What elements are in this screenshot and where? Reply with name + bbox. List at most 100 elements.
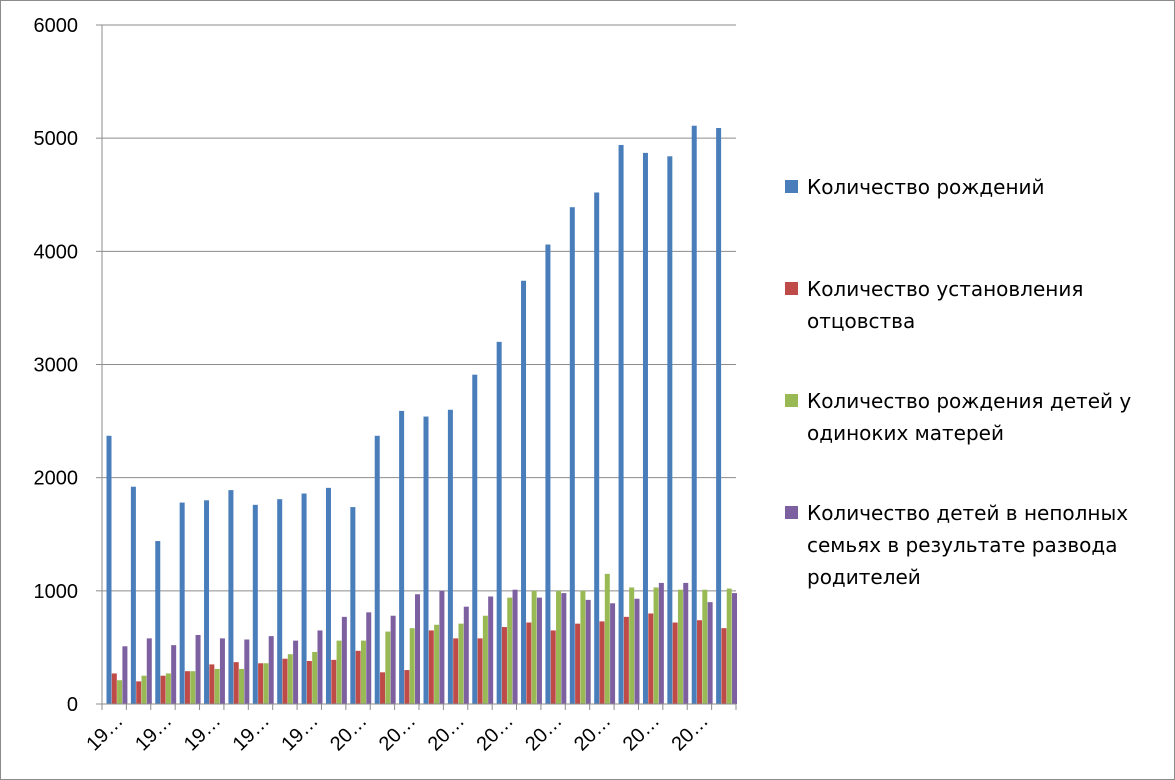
legend-swatch-4 <box>785 506 798 519</box>
bar-series-1-cat-19 <box>545 244 551 704</box>
bar-series-1-cat-25 <box>691 125 697 705</box>
y-tick-label-1000: 1000 <box>34 581 79 603</box>
bar-series-2-cat-26 <box>721 628 727 704</box>
bar-series-3-cat-9 <box>312 651 318 704</box>
bar-series-3-cat-4 <box>190 671 196 704</box>
bar-series-3-cat-18 <box>531 590 537 704</box>
bar-series-3-cat-6 <box>239 668 245 704</box>
bar-series-2-cat-4 <box>184 671 190 704</box>
bar-series-1-cat-5 <box>204 500 210 704</box>
legend-item-2: Количество установления отцовства <box>783 273 1173 337</box>
bar-series-3-cat-24 <box>677 589 683 704</box>
x-tick-label-11: 20… <box>326 710 371 755</box>
bar-series-3-cat-25 <box>702 589 708 704</box>
bar-series-1-cat-17 <box>496 341 502 704</box>
bar-series-3-cat-2 <box>141 675 147 704</box>
bar-series-4-cat-12 <box>390 615 396 704</box>
x-tick-label-13: 20… <box>375 710 420 755</box>
bar-series-4-cat-16 <box>488 596 494 704</box>
axes <box>96 24 737 710</box>
gridlines <box>102 24 736 592</box>
bar-series-1-cat-6 <box>228 490 234 704</box>
bar-series-3-cat-19 <box>556 590 562 704</box>
bar-series-2-cat-5 <box>209 664 215 704</box>
bar-series-2-cat-6 <box>233 662 239 704</box>
bar-series-4-cat-19 <box>561 593 567 704</box>
bar-series-3-cat-8 <box>287 654 293 704</box>
bar-series-2-cat-8 <box>282 658 288 704</box>
bar-series-4-cat-10 <box>341 616 347 704</box>
x-tick-label-9: 19… <box>277 710 322 755</box>
x-tick-label-7: 19… <box>229 710 274 755</box>
bar-series-1-cat-22 <box>618 144 624 704</box>
x-tick-label-3: 19… <box>131 710 176 755</box>
y-tick-label-2000: 2000 <box>34 468 79 490</box>
bar-series-4-cat-8 <box>293 640 299 704</box>
bar-series-4-cat-23 <box>658 582 664 704</box>
y-tick-labels: 0 1000 2000 3000 4000 5000 6000 <box>34 15 79 716</box>
bar-series-3-cat-17 <box>507 597 513 704</box>
legend-item-1: Количество рождений <box>783 171 1173 203</box>
bar-series-4-cat-14 <box>439 590 445 704</box>
bar-series-2-cat-20 <box>575 623 581 704</box>
legend-swatch-3 <box>785 394 798 407</box>
legend-label-2: Количество установления отцовства <box>807 277 1084 333</box>
bar-series-4-cat-20 <box>585 599 591 704</box>
legend: Количество рождений Количество установлен… <box>783 171 1173 593</box>
bar-series-4-cat-4 <box>195 634 201 704</box>
legend-item-4: Количество детей в неполных семьях в рез… <box>783 497 1173 593</box>
x-tick-label-25: 20… <box>668 710 713 755</box>
x-tick-label-21: 20… <box>570 710 615 755</box>
bar-series-1-cat-20 <box>569 207 575 704</box>
bar-series-2-cat-16 <box>477 638 483 704</box>
bar-series-3-cat-26 <box>726 588 732 704</box>
bar-series-2-cat-10 <box>331 659 337 704</box>
bar-series-1-cat-1 <box>106 435 112 704</box>
bar-series-2-cat-17 <box>501 627 507 704</box>
bar-series-4-cat-17 <box>512 589 518 704</box>
bar-series-2-cat-25 <box>697 620 703 704</box>
legend-label-4: Количество детей в неполных семьях в рез… <box>807 501 1129 589</box>
bar-series-3-cat-14 <box>434 624 440 704</box>
bar-series-2-cat-9 <box>306 660 312 704</box>
x-tick-label-17: 20… <box>472 710 517 755</box>
bar-series-3-cat-7 <box>263 663 269 704</box>
bar-series-3-cat-21 <box>604 573 610 704</box>
bar-series-3-cat-15 <box>458 623 464 704</box>
bar-series-1-cat-12 <box>374 435 380 704</box>
bar-series-1-cat-13 <box>399 410 405 704</box>
bar-series-3-cat-23 <box>653 587 659 704</box>
bar-series-3-cat-16 <box>482 615 488 704</box>
bar-series-1-cat-3 <box>155 541 161 704</box>
bar-series-2-cat-15 <box>453 638 459 704</box>
bar-series-1-cat-14 <box>423 416 429 704</box>
bar-series-2-cat-13 <box>404 670 410 704</box>
bar-series-4-cat-15 <box>463 606 469 704</box>
bar-series-1-cat-4 <box>179 502 185 704</box>
bar-series-2-cat-18 <box>526 622 532 704</box>
bar-series-1-cat-21 <box>594 192 600 704</box>
y-tick-label-4000: 4000 <box>34 241 79 263</box>
y-tick-label-6000: 6000 <box>34 15 79 37</box>
bar-series-3-cat-22 <box>629 587 635 704</box>
legend-item-3: Количество рождения детей у одиноких мат… <box>783 385 1173 449</box>
legend-label-3: Количество рождения детей у одиноких мат… <box>807 389 1132 445</box>
bar-series-4-cat-18 <box>536 597 542 704</box>
bar-series-2-cat-12 <box>380 672 386 704</box>
bar-series-4-cat-21 <box>610 603 616 704</box>
bar-series-4-cat-5 <box>219 638 225 704</box>
bar-series-4-cat-7 <box>268 636 274 704</box>
bar-series-2-cat-22 <box>623 616 629 704</box>
bar-series-2-cat-14 <box>428 630 434 704</box>
bar-series-3-cat-11 <box>360 640 366 704</box>
bar-series-1-cat-10 <box>325 487 331 704</box>
bar-series-3-cat-13 <box>409 628 415 704</box>
bar-series-1-cat-23 <box>642 152 648 705</box>
bar-series-2-cat-7 <box>258 663 264 704</box>
bar-series-1-cat-16 <box>472 374 478 704</box>
x-tick-label-23: 20… <box>619 710 664 755</box>
bar-series-4-cat-24 <box>683 582 689 704</box>
bars <box>106 125 738 705</box>
bar-series-4-cat-2 <box>146 638 152 704</box>
